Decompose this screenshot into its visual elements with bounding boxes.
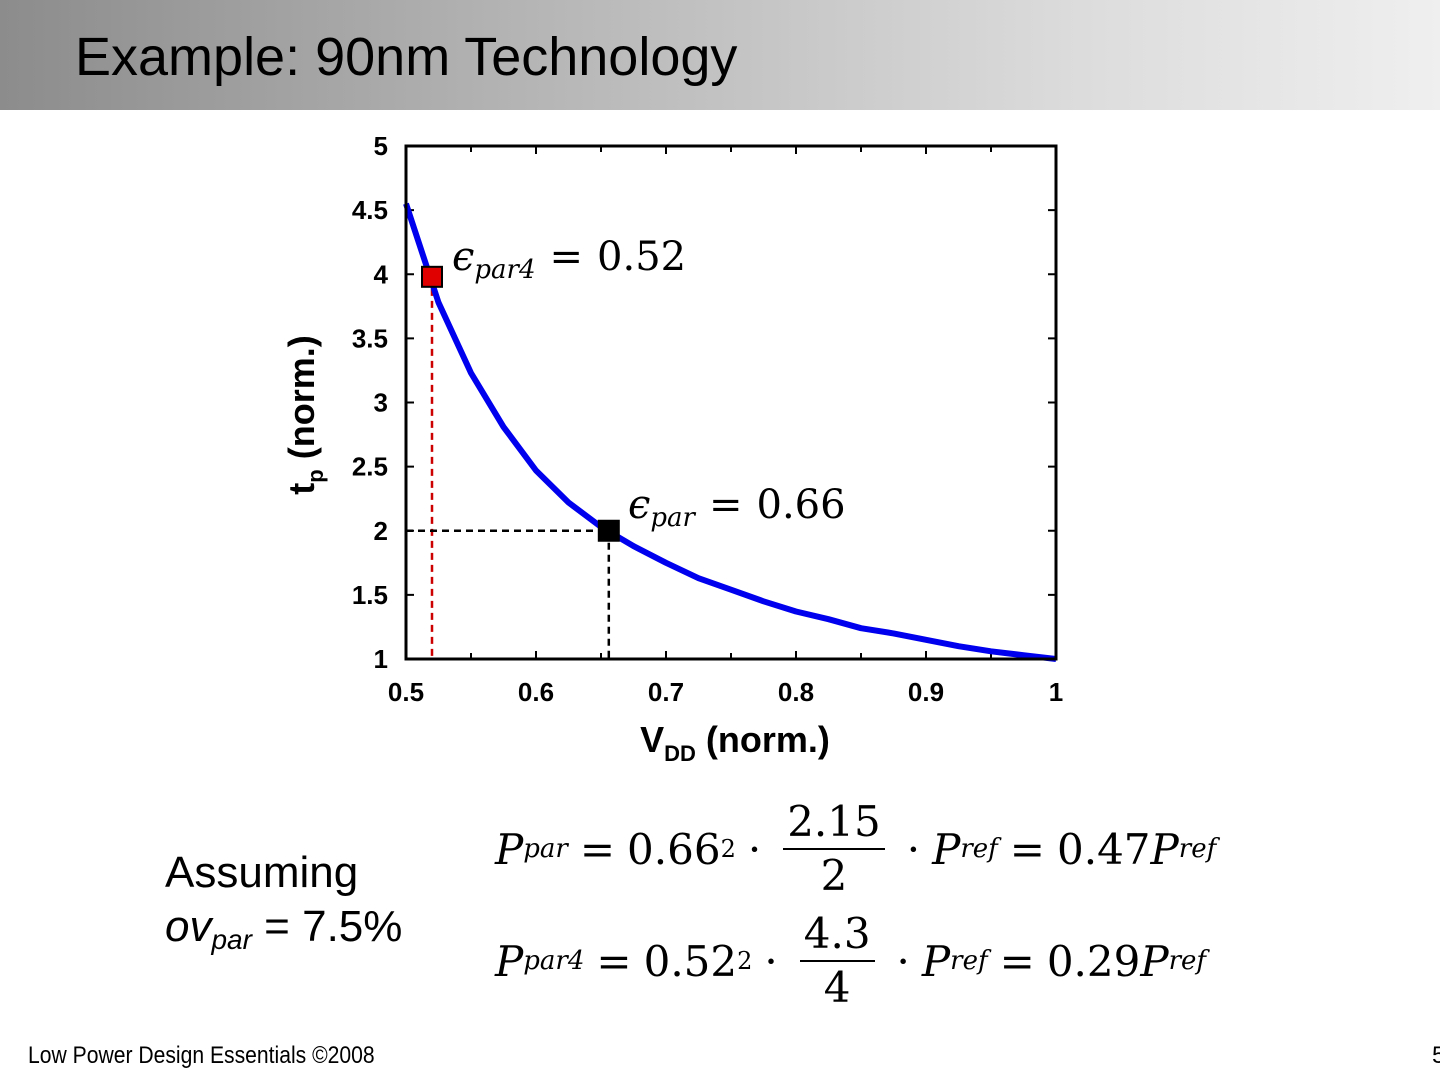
x-axis-label: VDD (norm.) [640,719,830,766]
tp-vs-vdd-chart: 0.5 0.6 0.7 0.8 0.9 1 1 1.5 2 2.5 3 3.5 4 4.5 5 VDD (… [281,131,1063,766]
y-tick-label: 3.5 [352,323,388,353]
operating-points [421,265,620,542]
overhead-line: ovpar = 7.5% [165,902,403,955]
tp-curve [403,202,1057,662]
x-tick-label: 0.6 [518,677,554,707]
x-tick-label: 0.8 [778,677,814,707]
x-tick-label: 0.7 [648,677,684,707]
y-tick-label: 3 [374,388,388,418]
operating-point-marker [597,519,620,542]
y-axis-label: tp (norm.) [281,335,328,494]
y-tick-label: 2 [374,516,388,546]
x-tick-label: 0.5 [388,677,424,707]
y-tick-label: 4 [374,259,389,289]
x-tick-label: 0.9 [908,677,944,707]
axis-ticks [405,145,1057,660]
y-tick-label: 4.5 [352,195,388,225]
fraction: 2.15 2 [783,800,885,898]
annotation-epsilon-par: ϵpar = 0.66 [628,482,846,533]
operating-point-marker [421,265,443,288]
y-tick-label: 2.5 [352,452,388,482]
footer-text: Low Power Design Essentials ©2008 [28,1042,375,1069]
slide-title: Example: 90nm Technology [75,27,738,87]
guide-lines [406,276,611,659]
x-tick-labels: 0.5 0.6 0.7 0.8 0.9 1 [388,677,1063,707]
y-tick-label: 1 [374,644,388,674]
assumption-line: Assuming [165,848,359,897]
assumption-text: Assuming ovpar = 7.5% [165,846,402,967]
page-number: 5 [1432,1042,1440,1069]
plot-frame [404,144,1058,661]
y-tick-label: 1.5 [352,580,388,610]
x-tick-label: 1 [1049,677,1063,707]
annotation-epsilon-par4: ϵpar4 = 0.52 [452,234,686,285]
y-tick-labels: 1 1.5 2 2.5 3 3.5 4 4.5 5 [352,131,389,674]
fraction: 4.3 4 [799,912,875,1010]
y-tick-label: 5 [374,131,388,161]
title-bar [0,0,1440,110]
